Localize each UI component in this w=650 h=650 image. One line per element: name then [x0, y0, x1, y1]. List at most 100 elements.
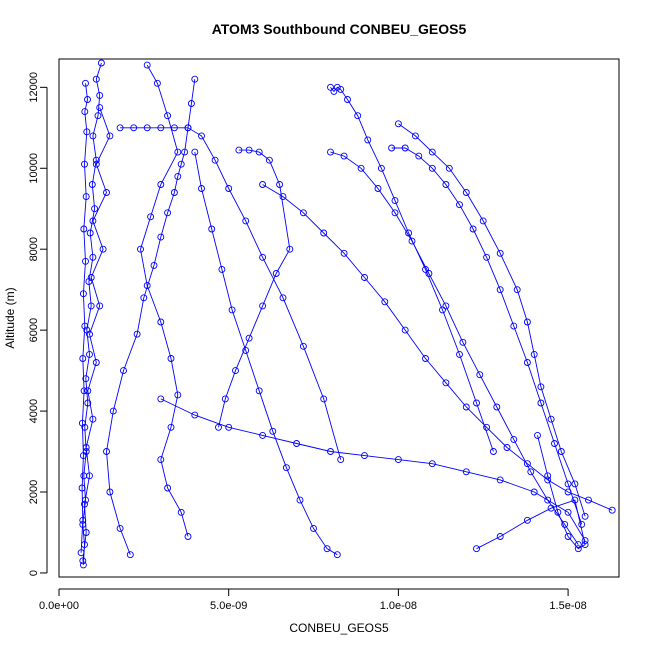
data-point: [191, 148, 199, 156]
data-point: [578, 520, 586, 528]
x-axis-label: CONBEU_GEOS5: [289, 621, 389, 635]
data-point: [82, 529, 90, 536]
series-line: [476, 435, 586, 550]
data-point: [79, 557, 87, 565]
data-point: [364, 136, 372, 144]
data-point: [422, 355, 429, 362]
data-point: [361, 452, 368, 460]
data-point: [564, 533, 572, 540]
data-point: [82, 193, 90, 201]
data-point: [106, 488, 114, 496]
data-point: [87, 274, 95, 281]
data-point: [228, 306, 236, 314]
data-point: [157, 318, 165, 326]
data-point: [82, 375, 90, 383]
data-point: [88, 181, 96, 188]
data-point: [411, 132, 419, 140]
data-point: [428, 460, 436, 468]
data-point: [109, 407, 117, 415]
data-point: [157, 456, 165, 464]
data-point: [221, 395, 229, 403]
series-2: [79, 104, 114, 565]
data-point: [510, 322, 518, 330]
data-point: [394, 456, 402, 464]
data-point: [92, 160, 100, 168]
data-point: [157, 181, 165, 188]
y-tick-label: 2000: [28, 480, 40, 504]
series-line: [391, 147, 583, 525]
data-point: [259, 431, 267, 439]
series-12: [394, 120, 589, 520]
series-line: [398, 123, 586, 517]
data-point: [483, 423, 491, 431]
data-point: [483, 253, 491, 261]
data-point: [456, 201, 463, 209]
series-line: [140, 64, 189, 537]
data-point: [92, 75, 100, 83]
data-point: [337, 85, 345, 93]
data-point: [83, 128, 91, 136]
series-4: [103, 75, 199, 559]
data-point: [310, 524, 317, 532]
y-tick-label: 12000: [28, 72, 40, 103]
series-11: [388, 144, 586, 528]
y-tick-label: 0: [28, 570, 40, 576]
data-point: [259, 181, 267, 188]
data-point: [91, 205, 99, 213]
data-point: [82, 79, 89, 87]
data-point: [225, 423, 233, 431]
data-point: [286, 245, 294, 253]
data-point: [462, 468, 470, 476]
data-point: [571, 480, 579, 488]
data-series-layer: [77, 59, 616, 569]
data-point: [81, 160, 88, 168]
series-line: [106, 79, 196, 555]
data-point: [377, 164, 385, 172]
data-point: [489, 448, 497, 455]
data-point: [442, 379, 450, 387]
data-point: [94, 112, 102, 120]
data-point: [164, 484, 172, 492]
data-point: [530, 488, 538, 496]
data-point: [177, 508, 185, 516]
data-point: [157, 124, 165, 132]
data-point: [103, 448, 110, 455]
data-point: [92, 359, 100, 366]
series-line: [160, 398, 586, 541]
series-line: [218, 149, 291, 428]
data-point: [87, 302, 95, 310]
data-point: [255, 387, 263, 395]
series-line: [80, 83, 88, 553]
data-point: [79, 355, 87, 362]
data-point: [564, 508, 572, 516]
data-point: [442, 181, 450, 188]
data-point: [97, 59, 105, 67]
data-point: [78, 484, 86, 492]
data-point: [547, 415, 555, 423]
data-point: [456, 350, 463, 358]
data-point: [140, 294, 148, 302]
data-point: [327, 148, 334, 156]
data-point: [299, 209, 307, 217]
data-point: [445, 164, 453, 172]
data-point: [279, 294, 287, 302]
data-point: [116, 124, 124, 132]
data-point: [496, 286, 504, 294]
data-point: [181, 148, 189, 156]
data-point: [344, 96, 351, 103]
data-point: [177, 160, 185, 168]
x-tick-label: 1.0e-08: [380, 600, 417, 612]
data-point: [320, 395, 328, 403]
series-5: [137, 61, 192, 540]
data-point: [99, 245, 107, 253]
data-point: [534, 431, 541, 439]
data-point: [164, 209, 172, 217]
data-point: [116, 524, 124, 532]
y-tick-label: 4000: [28, 399, 40, 423]
data-point: [469, 225, 477, 233]
series-line: [82, 62, 102, 565]
data-point: [170, 124, 178, 132]
data-point: [84, 387, 92, 395]
data-point: [245, 334, 253, 342]
